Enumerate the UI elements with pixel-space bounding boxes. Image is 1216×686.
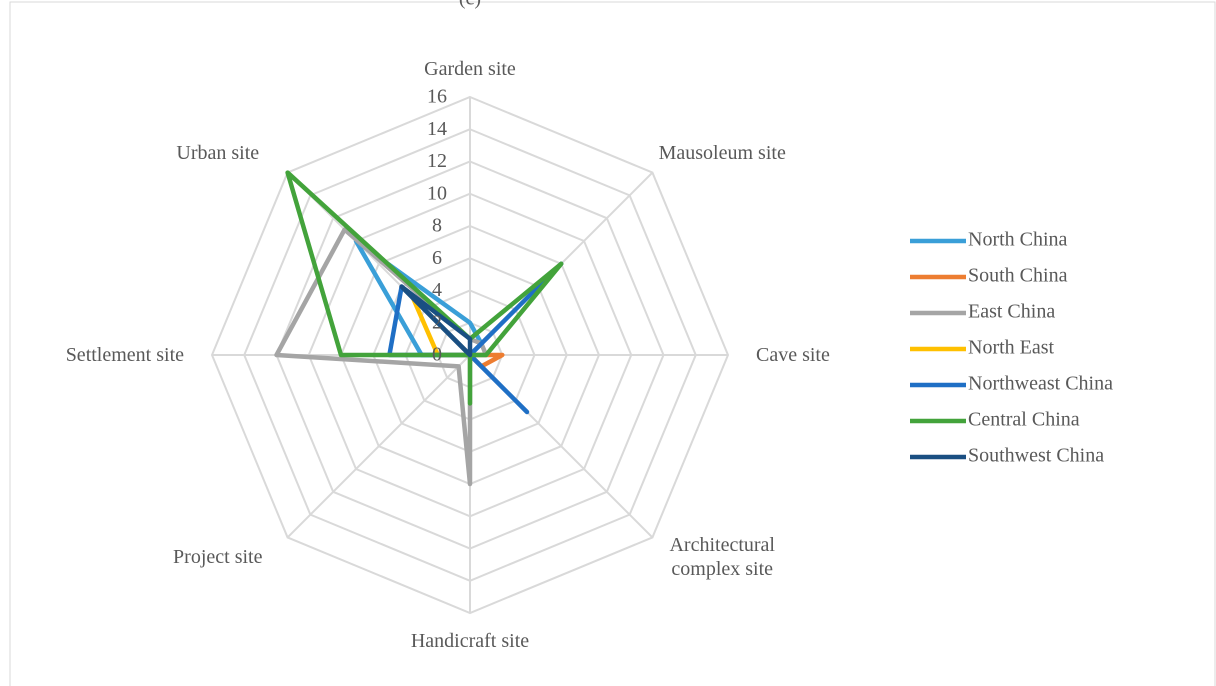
legend-label: South China (968, 265, 1068, 287)
series-line (274, 227, 489, 487)
frame (9, 1, 1216, 686)
r-tick-label: 4 (432, 279, 442, 301)
series-line (285, 170, 564, 406)
r-tick-label: 16 (427, 86, 447, 108)
r-tick-label: 10 (427, 182, 447, 204)
r-tick-label: 14 (427, 118, 447, 140)
category-label: Project site (173, 546, 263, 569)
category-label: Urban site (176, 141, 260, 164)
category-label: Architectural complex site (669, 534, 775, 581)
category-label: Cave site (756, 344, 830, 366)
r-tick-label: 12 (427, 150, 447, 172)
category-label: Handicraft site (410, 630, 530, 652)
legend-label: North China (968, 229, 1068, 251)
r-tick-label: 8 (432, 215, 442, 237)
category-label: Mausoleum site (658, 141, 786, 164)
r-tick-label: 6 (432, 247, 442, 269)
category-label: Garden site (424, 58, 516, 80)
legend-label: Northweast China (968, 373, 1113, 395)
chart-title: (c) (459, 0, 481, 10)
r-tick-label: 2 (432, 311, 442, 333)
legend-label: Southwest China (968, 445, 1104, 467)
legend-label: North East (968, 337, 1055, 359)
spoke (286, 354, 471, 539)
category-label: Settlement site (65, 344, 184, 366)
r-tick-label: 0 (432, 344, 442, 366)
series-line (399, 284, 473, 358)
legend-label: Central China (968, 409, 1080, 431)
legend-label: East China (968, 301, 1055, 323)
